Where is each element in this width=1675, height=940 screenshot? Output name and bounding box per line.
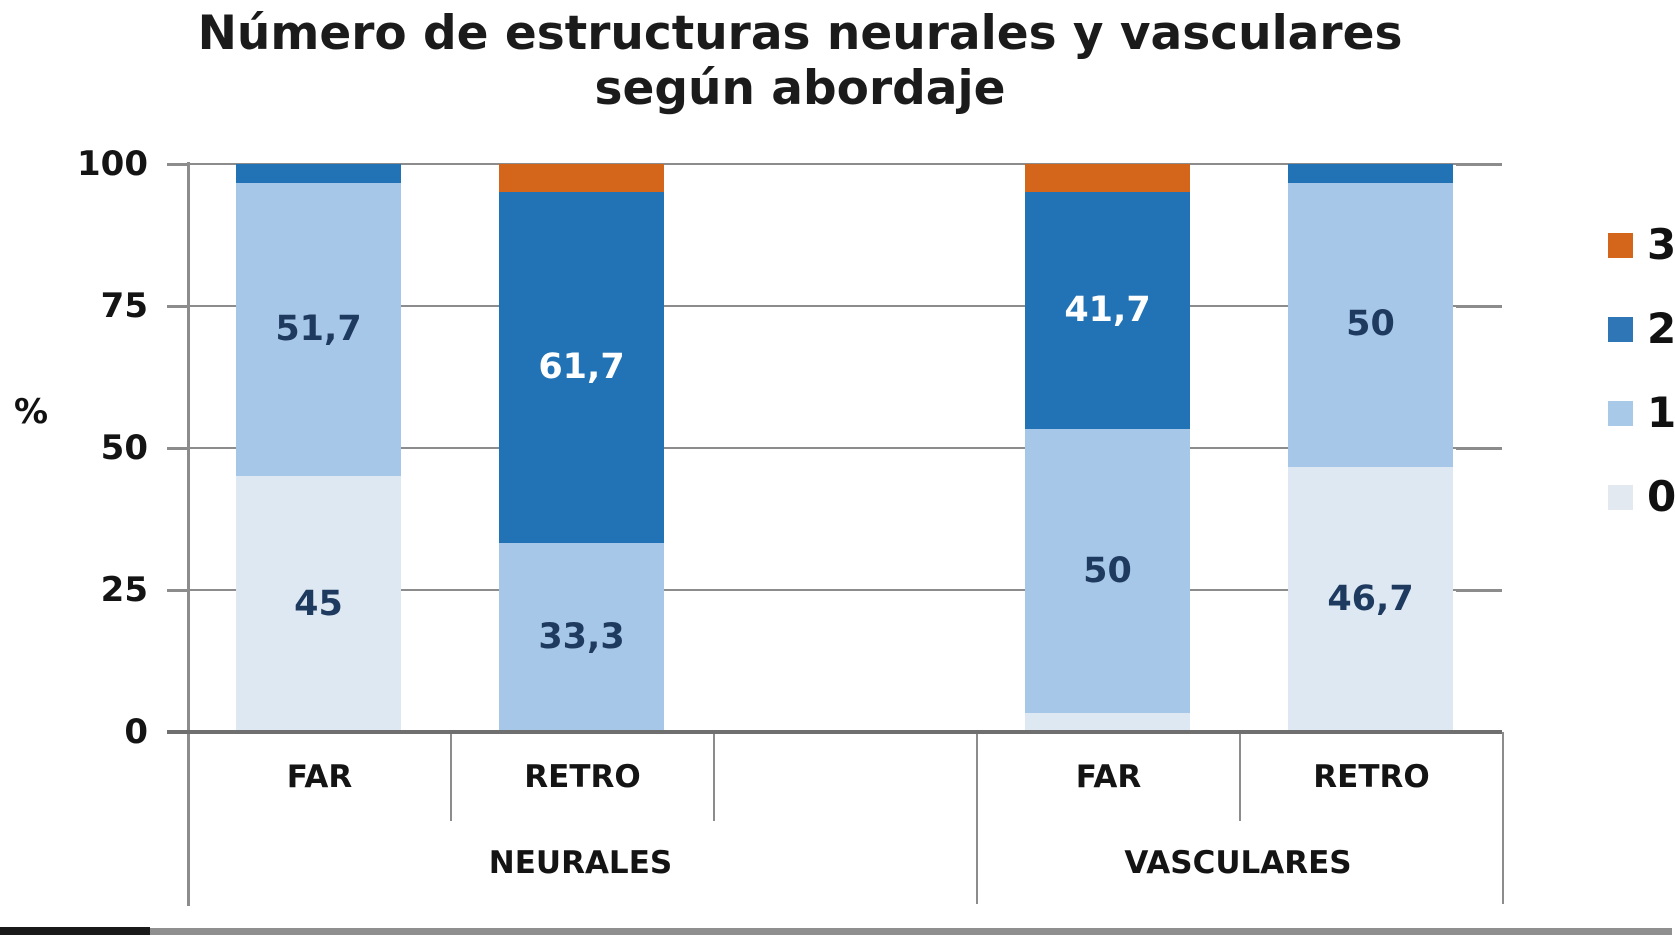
bar-segment-series-0: 46,7: [1288, 466, 1453, 732]
bar-far-neurales: 45 51,7: [236, 164, 401, 732]
x-group-cell-neurales: NEURALES: [488, 844, 673, 881]
x-category-cell-far: FAR: [187, 732, 450, 821]
y-tick-right-100: [1456, 163, 1502, 166]
legend-swatch-icon: [1608, 232, 1633, 258]
bar-segment-series-2: 41,7: [1025, 192, 1190, 430]
footer-gray-segment: [150, 928, 1672, 935]
gridline-75: [187, 305, 1502, 307]
bar-value-label: 33,3: [538, 616, 625, 657]
legend-item-1: 1: [1608, 392, 1675, 434]
y-axis-unit-label: %: [14, 392, 49, 432]
x-group-divider: [976, 732, 978, 904]
x-category-cell-retro: RETRO: [450, 732, 713, 821]
bar-value-label: 50: [1083, 550, 1132, 591]
gridline-25: [187, 589, 1502, 591]
y-axis-label-0: 0: [124, 712, 148, 752]
bar-segment-series-0: 45: [236, 476, 401, 732]
legend-swatch-icon: [1608, 484, 1633, 510]
bar-segment-series-1: 51,7: [236, 182, 401, 477]
bar-segment-series-1: 33,3: [499, 542, 664, 732]
legend-swatch-icon: [1608, 400, 1633, 426]
y-tick-right-75: [1456, 305, 1502, 308]
x-category-cell-far: FAR: [976, 732, 1239, 821]
legend-label: 0: [1647, 472, 1675, 521]
y-tick-left-50: [167, 447, 187, 450]
legend-label: 1: [1647, 388, 1675, 437]
y-tick-left-75: [167, 305, 187, 308]
bar-segment-series-3: [1025, 164, 1190, 193]
y-tick-right-25: [1456, 589, 1502, 592]
y-tick-left-100: [167, 163, 187, 166]
bar-value-label: 50: [1346, 304, 1395, 345]
y-axis-label-100: 100: [77, 144, 148, 184]
chart-title-line1: Número de estructuras neurales y vascula…: [197, 6, 1403, 61]
bar-far-vasculares: 50 41,7: [1025, 164, 1190, 732]
y-axis-line: [187, 162, 190, 906]
legend-item-3: 3: [1608, 224, 1675, 266]
legend-swatch-icon: [1608, 316, 1633, 342]
chart-title: Número de estructuras neurales y vascula…: [0, 6, 1600, 116]
chart-title-line2: según abordaje: [594, 60, 1006, 116]
bar-segment-series-1: 50: [1025, 429, 1190, 714]
legend-item-2: 2: [1608, 308, 1675, 350]
y-axis-label-25: 25: [100, 570, 148, 610]
bar-value-label: 61,7: [538, 347, 625, 388]
bar-retro-neurales: 33,3 61,7: [499, 164, 664, 732]
x-category-cell-empty: [713, 732, 976, 821]
legend-label: 3: [1647, 220, 1675, 269]
bar-value-label: 41,7: [1064, 290, 1151, 331]
gridline-100: [187, 163, 1502, 165]
x-axis-right-border: [1502, 732, 1504, 904]
footer-black-segment: [0, 927, 150, 935]
bar-segment-series-1: 50: [1288, 182, 1453, 467]
bar-value-label: 45: [294, 583, 343, 624]
x-group-divider: [187, 732, 189, 904]
y-axis-label-75: 75: [100, 286, 148, 326]
bar-segment-series-0: [1025, 713, 1190, 732]
gridline-50: [187, 447, 1502, 449]
legend-item-0: 0: [1608, 476, 1675, 518]
y-tick-right-50: [1456, 447, 1502, 450]
bar-segment-series-2: [236, 164, 401, 183]
x-group-cell-vasculares: VASCULARES: [1124, 844, 1352, 881]
plot-area: 45 51,7 33,3 61,7 50 41,7 46,7 50: [167, 162, 1502, 906]
x-axis-line: [167, 730, 1502, 734]
bar-segment-series-3: [499, 164, 664, 193]
y-tick-left-25: [167, 589, 187, 592]
legend-label: 2: [1647, 304, 1675, 353]
bar-value-label: 46,7: [1327, 578, 1414, 619]
bar-segment-series-2: [1288, 164, 1453, 183]
bar-value-label: 51,7: [275, 309, 362, 350]
bar-retro-vasculares: 46,7 50: [1288, 164, 1453, 732]
y-axis-label-50: 50: [100, 428, 148, 468]
bar-segment-series-2: 61,7: [499, 192, 664, 543]
x-category-cell-retro: RETRO: [1239, 732, 1502, 821]
